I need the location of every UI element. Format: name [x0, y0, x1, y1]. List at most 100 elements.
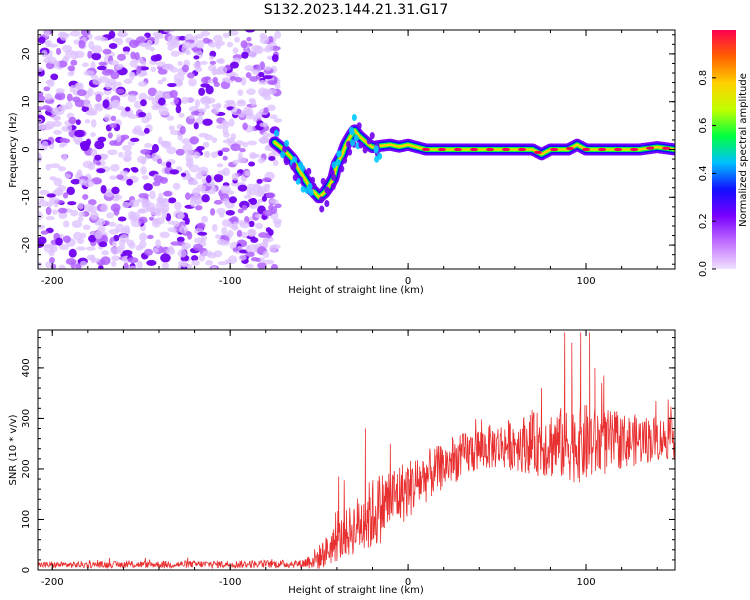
- spectrogram-noise-blob: [62, 138, 71, 144]
- spectrogram-noise-blob: [71, 220, 83, 228]
- spectrogram-noise-blob: [83, 70, 95, 77]
- spectrogram-noise-blob: [257, 262, 267, 269]
- spectrogram-noise-blob: [115, 64, 123, 71]
- spectrogram-noise-blob: [110, 246, 121, 255]
- spectrogram-noise-blob: [266, 132, 275, 138]
- spectrogram-xtick-label: 100: [576, 276, 595, 287]
- spectrogram-noise-blob: [262, 131, 269, 139]
- snr-xtick-label: -100: [219, 577, 242, 588]
- spectrogram-noise-blob: [67, 71, 74, 77]
- spectrogram-noise-blob: [58, 244, 69, 251]
- snr-frame: [37, 329, 676, 571]
- spectrogram-ridge-blob: [292, 156, 298, 164]
- spectrogram-noise-blob: [246, 36, 252, 42]
- spectrogram-noise-blob: [87, 87, 94, 97]
- spectrogram-noise-blob: [110, 203, 121, 213]
- spectrogram-noise-blob: [38, 224, 46, 230]
- spectrogram-noise-blob: [245, 251, 255, 257]
- spectrogram-noise-blob: [122, 154, 132, 163]
- spectrogram-noise-blob: [205, 175, 212, 184]
- spectrogram-noise-blob: [179, 125, 186, 135]
- spectrogram-noise-blob: [69, 50, 79, 60]
- spectrogram-noise-blob: [245, 111, 253, 117]
- spectrogram-noise-blob: [194, 66, 203, 73]
- spectrogram-noise-blob: [272, 159, 279, 167]
- spectrogram-noise-blob: [222, 32, 230, 38]
- spectrogram-noise-blob: [117, 32, 129, 37]
- spectrogram-ridge-blob: [336, 150, 342, 158]
- spectrogram-noise-blob: [192, 243, 204, 252]
- spectrogram-noise-blob: [268, 204, 274, 211]
- snr-xtick-label: 100: [576, 577, 595, 588]
- spectrogram-noise-blob: [53, 106, 65, 116]
- spectrogram-noise-blob: [255, 257, 261, 262]
- spectrogram-noise-blob: [188, 114, 195, 120]
- spectrogram-noise-blob: [245, 244, 252, 253]
- snr-xtick-label: 0: [405, 577, 411, 588]
- spectrogram-noise-blob: [144, 154, 151, 160]
- spectrogram-ridge-blob: [335, 159, 341, 167]
- spectrogram-noise-blob: [136, 155, 147, 164]
- spectrogram-noise-blob: [119, 239, 126, 247]
- spectrogram-noise-blob: [241, 204, 248, 211]
- spectrogram-noise-blob: [123, 51, 130, 56]
- spectrogram-noise-blob: [240, 40, 248, 49]
- spectrogram-noise-blob: [216, 163, 224, 168]
- spectrogram-noise-blob: [216, 124, 226, 129]
- spectrogram-ytick-label: -10: [21, 189, 32, 205]
- spectrogram-noise-blob: [209, 55, 215, 60]
- spectrogram-noise-blob: [156, 158, 163, 165]
- spectrogram-noise-blob: [263, 95, 272, 101]
- spectrogram-noise-blob: [151, 143, 159, 153]
- spectrogram-noise-blob: [210, 151, 219, 158]
- spectrogram-noise-blob: [212, 106, 220, 115]
- spectrogram-noise-blob: [255, 222, 264, 230]
- spectrogram-ridge-blob: [308, 188, 314, 196]
- spectrogram-noise-blob: [136, 260, 143, 269]
- spectrogram-noise-blob: [189, 136, 199, 145]
- spectrogram-noise-blob: [111, 255, 120, 261]
- spectrogram-noise-blob: [253, 45, 264, 54]
- spectrogram-noise-blob: [199, 60, 208, 65]
- spectrogram-noise-blob: [152, 247, 159, 253]
- spectrogram-noise-blob: [89, 211, 99, 220]
- spectrogram-noise-blob: [211, 103, 222, 108]
- spectrogram-noise-blob: [274, 203, 282, 209]
- spectrogram-noise-blob: [161, 77, 167, 82]
- spectrogram-noise-blob: [122, 249, 133, 256]
- spectrogram-noise-blob: [178, 112, 185, 118]
- spectrogram-noise-blob: [202, 250, 213, 257]
- spectrogram-ridge-peak: [421, 147, 430, 152]
- spectrogram-noise-blob: [166, 247, 176, 256]
- spectrogram-noise-blob: [274, 30, 282, 40]
- spectrogram-noise-blob: [52, 209, 59, 215]
- spectrogram-noise-blob: [215, 43, 221, 50]
- spectrogram-noise-blob: [64, 173, 71, 179]
- spectrogram-noise-blob: [196, 222, 206, 230]
- spectrogram-noise-blob: [44, 40, 52, 45]
- spectrogram-ridge-peak: [437, 147, 446, 152]
- colorbar: 0.0 0.2 0.4 0.6 0.8 Normalized spectral ampl…: [698, 30, 749, 277]
- spectrogram-noise-blob: [211, 223, 218, 232]
- spectrogram-noise-blob: [178, 225, 188, 234]
- spectrogram-noise-blob: [44, 30, 51, 37]
- spectrogram-noise-blob: [88, 234, 97, 243]
- spectrogram-noise-blob: [141, 175, 149, 180]
- spectrogram-noise-blob: [246, 187, 252, 196]
- spectrogram-noise-blob: [225, 209, 235, 216]
- spectrogram-noise-blob: [83, 203, 94, 212]
- spectrogram-noise-blob: [201, 76, 210, 84]
- spectrogram-noise-blob: [232, 247, 239, 252]
- spectrogram-noise-blob: [259, 139, 270, 144]
- spectrogram-noise-blob: [85, 246, 96, 251]
- spectrogram-noise-blob: [200, 96, 210, 104]
- spectrogram-noise-blob: [108, 43, 118, 50]
- spectrogram-noise-blob: [201, 177, 207, 184]
- spectrogram-noise-blob: [161, 111, 170, 116]
- spectrogram-noise-blob: [149, 46, 155, 52]
- spectrogram-noise-blob: [156, 61, 166, 68]
- spectrogram-noise-blob: [92, 77, 103, 86]
- spectrogram-noise-blob: [83, 180, 95, 188]
- spectrogram-noise-blob: [214, 234, 222, 239]
- spectrogram-noise-blob: [122, 46, 131, 53]
